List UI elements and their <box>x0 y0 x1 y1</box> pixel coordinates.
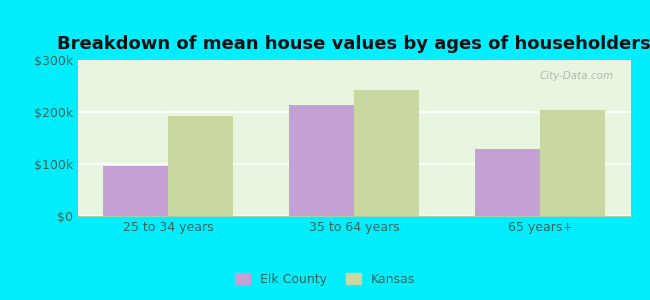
Bar <box>103 166 168 216</box>
Bar <box>289 105 354 216</box>
Bar <box>354 90 419 216</box>
Bar <box>475 149 540 216</box>
Bar <box>540 110 605 216</box>
Legend: Elk County, Kansas: Elk County, Kansas <box>230 268 420 291</box>
Text: City-Data.com: City-Data.com <box>540 71 614 81</box>
Bar <box>168 116 233 216</box>
Title: Breakdown of mean house values by ages of householders: Breakdown of mean house values by ages o… <box>57 35 650 53</box>
